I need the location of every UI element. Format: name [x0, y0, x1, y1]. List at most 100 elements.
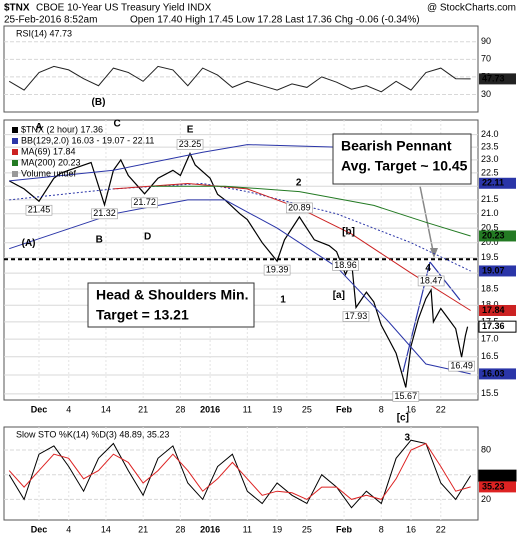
price-label-box: [448, 360, 475, 372]
price-label-box: [417, 275, 445, 287]
x-tick-label: 11: [243, 524, 252, 534]
wave-label: [c]: [397, 413, 409, 424]
x-tick-label: 21: [138, 524, 148, 534]
y-tick-label: 16.5: [481, 351, 499, 361]
end-tag: [479, 73, 516, 85]
wave-label: 2: [296, 178, 302, 189]
panel-title: Slow STO %K(14) %D(3) 48.89, 35.23: [16, 429, 169, 439]
end-tag: [479, 368, 516, 380]
end-tag: [479, 304, 516, 316]
end-tag: [479, 230, 516, 242]
price-label-box: [342, 311, 370, 322]
x-tick-label: 8: [379, 404, 384, 414]
end-tag-label: 22.11: [482, 178, 504, 188]
legend-swatch: [12, 127, 18, 133]
wave-label: C: [113, 118, 120, 129]
price-label-box: [263, 264, 291, 276]
x-tick-label: 2016: [200, 524, 220, 534]
price-label-box: [25, 204, 53, 216]
end-tag: [479, 265, 516, 277]
legend-label: Volume undef: [21, 168, 77, 178]
price-label: 16.49: [450, 361, 473, 371]
series-line: [150, 185, 471, 237]
x-tick-label: 28: [175, 524, 185, 534]
pennant-line: [429, 261, 461, 301]
x-tick-label: 25: [302, 524, 312, 534]
series-line: [9, 199, 471, 375]
legend-label: BB(129,2.0) 16.03 - 19.07 - 22.11: [21, 135, 154, 145]
source: @ StockCharts.com: [427, 3, 516, 14]
wave-label: [a]: [333, 290, 345, 301]
x-tick-label: 19: [272, 404, 282, 414]
wave-label: A: [35, 122, 42, 133]
end-tag: [479, 177, 516, 189]
price-label: 20.89: [288, 202, 311, 212]
legend-label: MA(69) 17.84: [21, 146, 76, 156]
end-tag-label: 20.23: [482, 230, 505, 240]
x-tick-label: Dec: [31, 404, 48, 414]
wave-label: B: [96, 235, 103, 246]
panel-frame: [3, 426, 479, 521]
y-tick-label: 24.0: [481, 129, 499, 139]
x-tick-label: 14: [101, 524, 111, 534]
price-label: 18.96: [334, 260, 357, 270]
legend-swatch: [12, 171, 18, 177]
y-tick-label: 21.5: [481, 194, 499, 204]
x-tick-label: 25: [302, 404, 312, 414]
x-tick-label: 21: [138, 404, 148, 414]
x-tick-label: 8: [379, 524, 384, 534]
price-label-box: [131, 197, 158, 209]
y-tick-label: 20.5: [481, 222, 499, 232]
wave-label: 1: [280, 295, 286, 306]
x-tick-label: 4: [66, 524, 71, 534]
x-tick-label: 28: [175, 404, 185, 414]
price-label-box: [176, 139, 204, 150]
datetime: 25-Feb-2016 8:52am: [4, 15, 97, 26]
y-tick-label: 15.5: [481, 388, 499, 398]
end-tag-label: 47.73: [482, 73, 505, 83]
end-tag: [479, 481, 516, 493]
x-tick-label: 22: [436, 524, 446, 534]
wave-label: 3: [405, 433, 411, 444]
x-tick-label: 22: [436, 404, 446, 414]
x-tick-label: Dec: [31, 524, 48, 534]
x-tick-label: 4: [66, 404, 71, 414]
price-label: 21.72: [133, 197, 156, 207]
note-box: [87, 282, 255, 328]
y-tick-label: 21.0: [481, 208, 499, 218]
x-tick-label: Feb: [336, 404, 353, 414]
series-line: [8, 65, 471, 93]
end-tag-label: 48.89: [482, 470, 505, 480]
y-tick-label: 20.0: [481, 237, 499, 247]
wave-label: E: [187, 125, 194, 136]
price-label: 19.39: [266, 264, 289, 274]
price-label: 21.32: [93, 208, 116, 218]
price-label-box: [286, 202, 313, 214]
wave-label: (A): [22, 238, 36, 249]
end-tag-label: 19.07: [482, 265, 505, 275]
end-tag: [478, 469, 517, 482]
legend-label: MA(200) 20.23: [21, 157, 81, 167]
end-tag-label: 16.03: [482, 368, 505, 378]
price-label-box: [392, 391, 420, 402]
price-label-box: [332, 260, 359, 271]
y-tick-label: 30: [481, 89, 491, 99]
x-tick-label: 14: [101, 404, 111, 414]
y-tick-label: 80: [481, 444, 491, 454]
legend-label: $TNX (2 hour) 17.36: [21, 124, 103, 134]
note-text: Target = 13.21: [96, 307, 189, 323]
quote: Open 17.40 High 17.45 Low 17.28 Last 17.…: [130, 15, 420, 26]
end-tag-label: 17.36: [482, 321, 505, 331]
y-tick-label: 22.5: [481, 167, 499, 177]
y-tick-label: 20: [481, 494, 491, 504]
y-tick-label: 70: [481, 54, 491, 64]
y-tick-label: 23.0: [481, 154, 499, 164]
arrow: [419, 185, 435, 257]
end-tag: [478, 320, 517, 333]
y-tick-label: 18.5: [481, 283, 499, 293]
price-label: 18.47: [420, 275, 443, 285]
y-tick-label: 90: [481, 36, 491, 46]
legend-swatch: [12, 160, 18, 166]
y-tick-label: 19.5: [481, 252, 499, 262]
